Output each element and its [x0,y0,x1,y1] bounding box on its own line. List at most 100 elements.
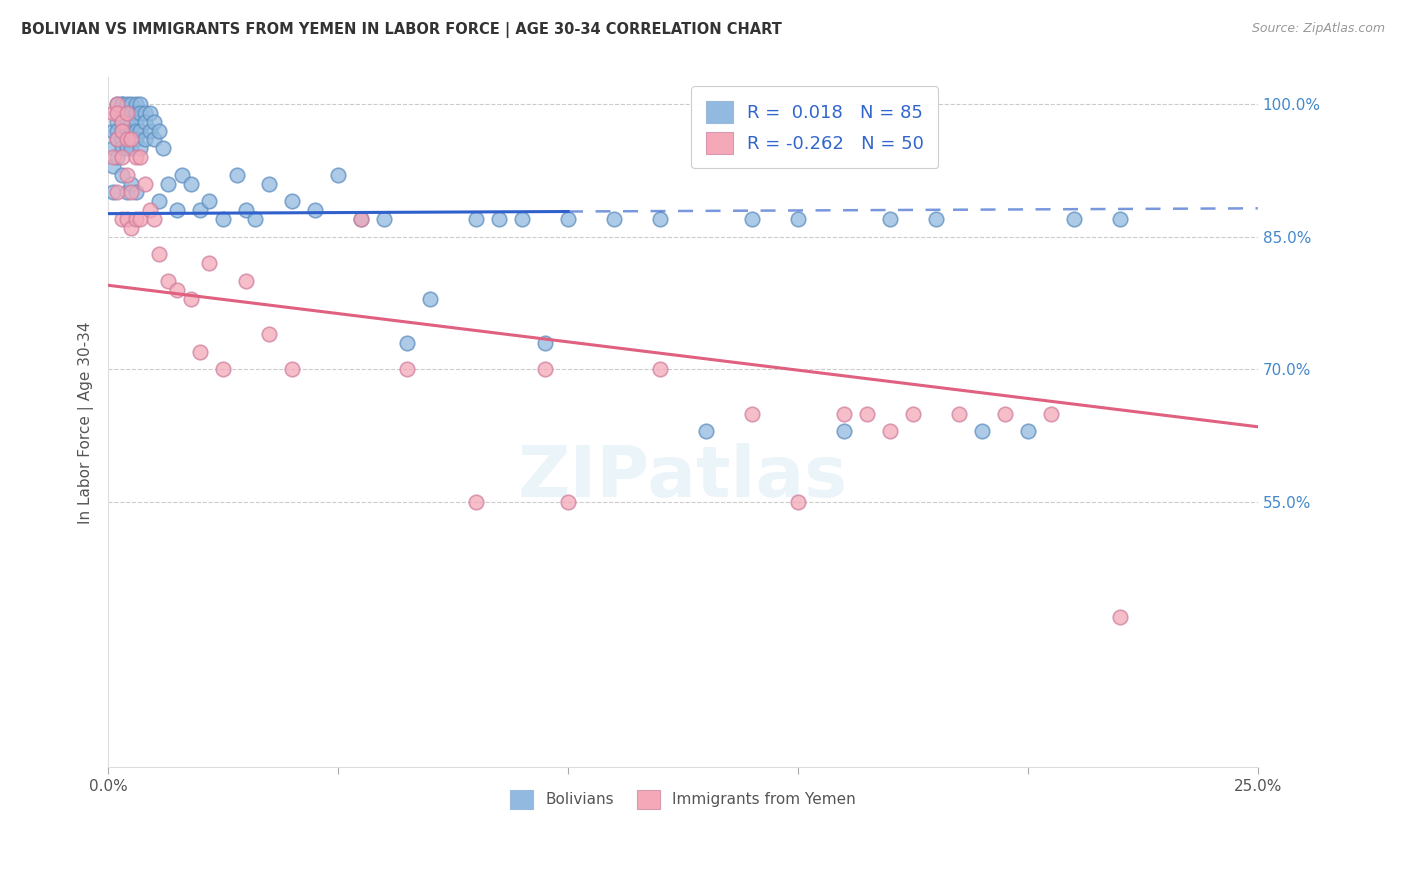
Point [180,177,202,191]
Point [304,203,326,218]
Point [105,132,128,146]
Point [148,247,170,261]
Point [235,274,257,288]
Point [741,407,763,421]
Point [111,123,134,137]
Point [125,150,148,164]
Point [115,114,138,128]
Point [856,407,879,421]
Point [198,256,221,270]
Y-axis label: In Labor Force | Age 30-34: In Labor Force | Age 30-34 [79,321,94,524]
Point [101,186,124,200]
Point [125,186,148,200]
Legend: Bolivians, Immigrants from Yemen: Bolivians, Immigrants from Yemen [505,784,862,814]
Point [115,97,138,112]
Point [465,495,488,509]
Point [557,495,579,509]
Point [105,97,128,112]
Point [994,407,1017,421]
Point [134,132,156,146]
Point [166,283,188,297]
Point [603,211,626,226]
Point [115,105,138,120]
Point [134,105,156,120]
Point [970,424,993,438]
Point [120,220,142,235]
Point [257,177,280,191]
Point [235,203,257,218]
Point [180,292,202,306]
Point [148,123,170,137]
Point [125,123,148,137]
Point [111,97,134,112]
Point [120,186,142,200]
Point [120,114,142,128]
Point [105,150,128,164]
Point [143,114,166,128]
Point [281,362,304,376]
Point [396,335,419,350]
Point [105,132,128,146]
Point [129,150,152,164]
Point [465,211,488,226]
Point [125,132,148,146]
Point [129,141,152,155]
Point [101,159,124,173]
Point [101,150,124,164]
Point [648,211,671,226]
Point [115,211,138,226]
Point [281,194,304,209]
Point [557,211,579,226]
Point [120,132,142,146]
Point [105,97,128,112]
Point [1108,610,1130,624]
Point [901,407,924,421]
Point [350,211,373,226]
Point [350,211,373,226]
Point [105,105,128,120]
Point [373,211,395,226]
Point [111,97,134,112]
Point [948,407,970,421]
Point [198,194,221,209]
Point [105,123,128,137]
Point [111,123,134,137]
Point [120,123,142,137]
Point [170,168,193,182]
Point [120,141,142,155]
Point [111,168,134,182]
Point [111,105,134,120]
Point [129,123,152,137]
Point [1108,211,1130,226]
Point [419,292,441,306]
Point [143,132,166,146]
Point [120,97,142,112]
Point [125,114,148,128]
Point [115,168,138,182]
Point [143,211,166,226]
Point [787,495,810,509]
Point [105,114,128,128]
Point [134,114,156,128]
Point [120,105,142,120]
Point [1039,407,1062,421]
Point [156,177,179,191]
Point [534,335,557,350]
Point [787,211,810,226]
Point [741,211,763,226]
Point [212,362,235,376]
Point [105,186,128,200]
Text: ZIPatlas: ZIPatlas [517,443,848,512]
Point [488,211,510,226]
Point [138,105,160,120]
Point [138,123,160,137]
Point [111,150,134,164]
Text: Source: ZipAtlas.com: Source: ZipAtlas.com [1251,22,1385,36]
Point [212,211,235,226]
Point [111,141,134,155]
Point [111,114,134,128]
Point [111,211,134,226]
Point [101,141,124,155]
Point [134,177,156,191]
Point [152,141,174,155]
